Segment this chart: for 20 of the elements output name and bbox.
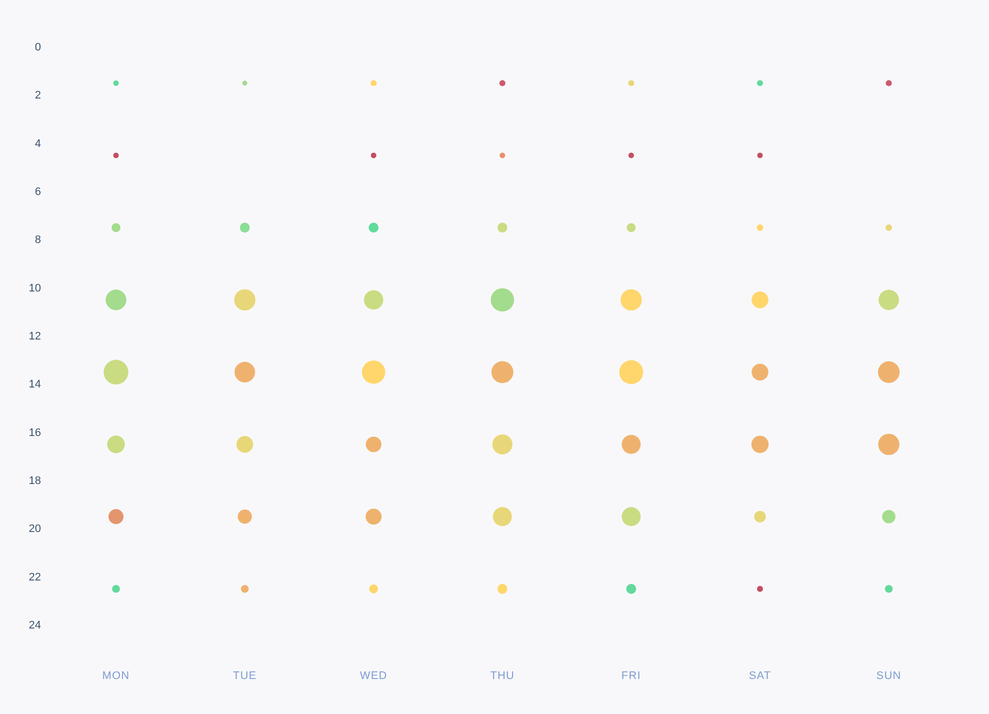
x-tick-label: THU [490, 670, 515, 682]
y-tick-label: 24 [28, 620, 41, 632]
x-tick-label: SUN [876, 670, 902, 682]
y-tick-label: 18 [28, 475, 41, 488]
y-tick-label: 6 [34, 186, 41, 198]
x-tick-label: SAT [748, 670, 772, 682]
y-tick-label: 12 [28, 330, 41, 343]
y-tick-label: 20 [28, 523, 41, 536]
x-tick-label: MON [102, 670, 130, 682]
x-tick-label: TUE [232, 670, 257, 682]
x-tick-label: FRI [621, 670, 641, 682]
y-tick-label: 14 [28, 378, 41, 391]
x-tick-label: WED [360, 670, 388, 682]
y-tick-label: 10 [28, 282, 41, 294]
y-tick-label: 8 [34, 234, 41, 246]
y-tick-label: 0 [34, 42, 41, 54]
y-tick-label: 16 [28, 426, 41, 439]
y-tick-label: 2 [34, 90, 41, 102]
y-tick-label: 22 [28, 571, 41, 584]
y-tick-label: 4 [34, 138, 41, 150]
